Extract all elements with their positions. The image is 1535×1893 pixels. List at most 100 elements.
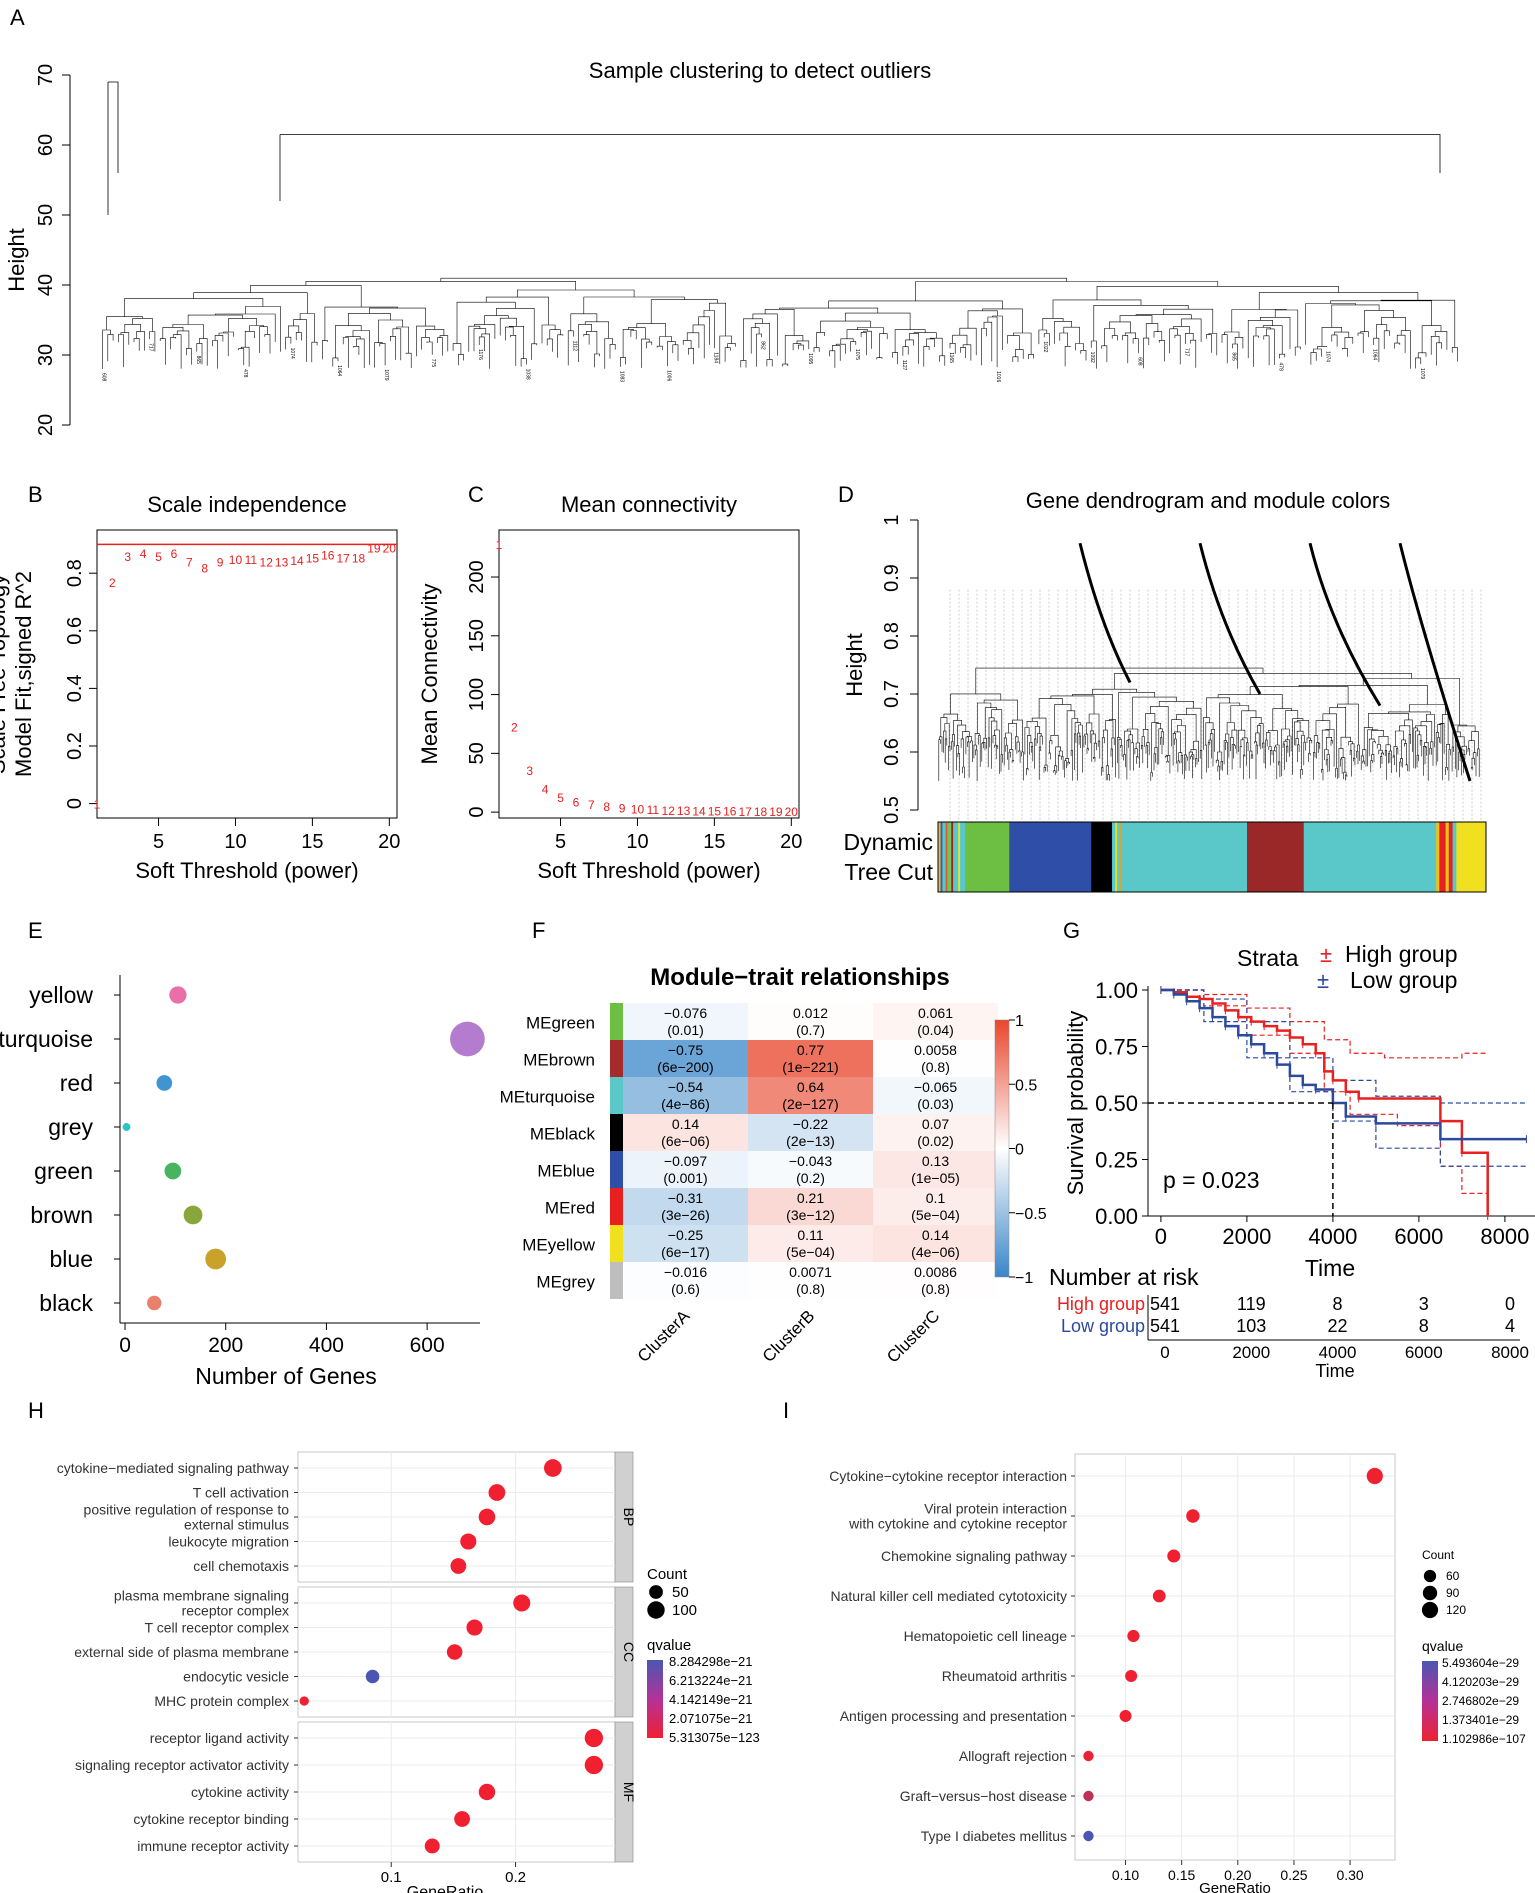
point-label: 4 [140, 547, 147, 561]
count-legend-label: 120 [1446, 1603, 1466, 1617]
scale-tick-label: 1 [1015, 1013, 1024, 1030]
panel-letter-b: B [28, 482, 43, 507]
term-label: cytokine−mediated signaling pathway [57, 1460, 289, 1476]
point-label: 9 [217, 556, 224, 570]
cell-value: −0.22 [793, 1116, 829, 1132]
panel-letter-a: A [10, 5, 25, 30]
panel-letters: A B C D E F G H I [10, 5, 1080, 1423]
row-label: MEblack [530, 1125, 596, 1144]
row-module-color [610, 1188, 623, 1225]
category-label: grey [48, 1114, 93, 1140]
risk-x-tick-label: 0 [1160, 1343, 1169, 1362]
heatmap-cell [873, 1003, 998, 1040]
term-dot [584, 1728, 604, 1748]
y-tick-label: 70 [35, 64, 57, 86]
point-label: 12 [662, 804, 676, 818]
term-dot [1083, 1830, 1094, 1842]
term-label: Cytokine−cytokine receptor interaction [829, 1468, 1067, 1484]
cell-pvalue: (4e−86) [661, 1096, 710, 1112]
cell-pvalue: (6e−17) [661, 1244, 710, 1260]
cell-pvalue: (0.6) [671, 1281, 700, 1297]
cell-pvalue: (0.7) [796, 1022, 825, 1038]
module-color-segment [1246, 822, 1305, 892]
risk-x-tick-label: 2000 [1232, 1343, 1270, 1362]
module-color-segment [1091, 822, 1113, 892]
leaf-label: 1165 [948, 352, 954, 363]
module-color-segment [953, 822, 959, 892]
qvalue-color-bar [1422, 1661, 1438, 1741]
term-dot [1083, 1790, 1094, 1802]
point-label: 9 [619, 801, 626, 815]
leaf-label: 1184 [713, 352, 719, 363]
count-legend-dot [649, 1585, 663, 1599]
x-tick-label: 0.25 [1280, 1867, 1307, 1883]
y-axis-label: Mean Connectivity [417, 584, 442, 765]
category-label: brown [30, 1202, 93, 1228]
term-dot [478, 1508, 496, 1526]
panel-letter-c: C [468, 482, 484, 507]
leaf-label: 1022 [1042, 341, 1048, 352]
point-label: 1 [496, 538, 503, 552]
term-dot [466, 1619, 483, 1636]
color-bar-label-line: Tree Cut [844, 859, 933, 885]
module-color-segment [1120, 822, 1248, 892]
cell-value: 0.1 [926, 1190, 946, 1206]
x-tick-label: 4000 [1308, 1224, 1357, 1249]
count-legend-label: 100 [672, 1602, 697, 1619]
ci-upper-line [1160, 989, 1527, 1104]
y-tick-label: 0 [466, 807, 488, 818]
y-tick-label: 50 [35, 204, 57, 226]
leaf-label: 865 [195, 356, 201, 365]
heatmap-cell [623, 1262, 748, 1299]
module-color-segment [960, 822, 966, 892]
term-dot [488, 1484, 506, 1501]
facet-label: CC [621, 1642, 637, 1662]
dendrogram-branches [102, 277, 1458, 369]
row-label: MEblue [537, 1162, 595, 1181]
facet-background [1074, 1453, 1396, 1861]
row-module-color [610, 1225, 623, 1262]
x-tick-label: 200 [208, 1334, 243, 1357]
row-module-color [610, 1040, 623, 1077]
term-label: Allograft rejection [959, 1748, 1067, 1764]
term-label: leukocyte migration [168, 1534, 289, 1550]
category-label: green [34, 1158, 93, 1184]
heatmap-cell [873, 1188, 998, 1225]
x-tick-label: 8000 [1480, 1224, 1529, 1249]
qvalue-legend-label: 2.746802e−29 [1442, 1694, 1519, 1708]
term-label: T cell receptor complex [145, 1620, 289, 1636]
heatmap-cell [623, 1151, 748, 1188]
risk-table-title: Number at risk [1049, 1264, 1199, 1290]
cell-pvalue: (0.01) [667, 1022, 704, 1038]
dendrogram-cluster-branch [1078, 542, 1132, 684]
term-dot [1167, 1549, 1181, 1563]
heatmap-cell [748, 1003, 873, 1040]
row-label: MEgreen [526, 1014, 595, 1033]
dendrogram-top-branches [107, 81, 1441, 215]
term-label: receptor ligand activity [150, 1730, 289, 1746]
heatmap-cell [873, 1225, 998, 1262]
scale-tick-label: 0.5 [1015, 1077, 1037, 1094]
heatmap-cell [873, 1262, 998, 1299]
heatmap-cell [748, 1151, 873, 1188]
term-label: Antigen processing and presentation [840, 1708, 1067, 1724]
term-dot [365, 1669, 380, 1684]
point-label: 13 [275, 556, 289, 570]
cell-pvalue: (6e−06) [661, 1133, 710, 1149]
x-tick-label: 15 [301, 831, 323, 853]
y-tick-label: 60 [35, 134, 57, 156]
panel-a-sample-dendrogram: Sample clustering to detect outliers 20 30… [4, 58, 1458, 436]
dendrogram-cluster-branch [1198, 542, 1262, 695]
y-tick-label: 100 [466, 678, 488, 711]
leaf-label: 1006 [666, 370, 672, 381]
point-label: 12 [260, 556, 274, 570]
module-color-segment [1117, 822, 1120, 892]
x-axis-label: Time [1305, 1255, 1355, 1281]
leaf-label: 478 [1278, 363, 1284, 372]
risk-x-tick-label: 4000 [1319, 1343, 1357, 1362]
y-tick-label: 0.9 [881, 564, 903, 592]
dendrogram-cluster-branch [1398, 542, 1472, 782]
term-dot [454, 1811, 470, 1827]
cell-pvalue: (0.8) [796, 1281, 825, 1297]
x-tick-label: 2000 [1222, 1224, 1271, 1249]
